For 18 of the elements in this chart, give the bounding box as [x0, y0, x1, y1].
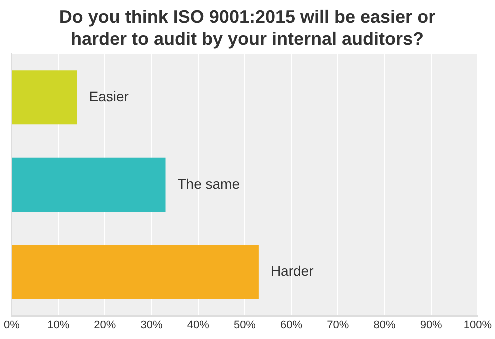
x-tick-label: 100% [464, 319, 492, 332]
x-tick-label: 70% [327, 319, 350, 332]
x-tick-label: 20% [94, 319, 116, 332]
bar [12, 70, 78, 125]
x-tick-label: 90% [420, 319, 443, 332]
bar [12, 245, 259, 300]
y-tick-label: Easier [89, 88, 130, 104]
x-tick-label: 40% [187, 319, 210, 332]
y-tick-label: The same [178, 176, 240, 192]
y-tick-label: Harder [270, 263, 314, 280]
bar [12, 158, 166, 212]
chart-title: Do you think ISO 9001:2015 will be easier or harder to audit by your internal auditors? [58, 6, 437, 51]
x-tick-label: 10% [48, 319, 70, 332]
x-tick-label: 60% [280, 319, 303, 332]
x-tick-label: 30% [140, 319, 163, 332]
x-tick-label: 0% [4, 319, 20, 332]
x-tick-label: 80% [374, 319, 396, 332]
x-tick-label: 50% [234, 319, 256, 332]
